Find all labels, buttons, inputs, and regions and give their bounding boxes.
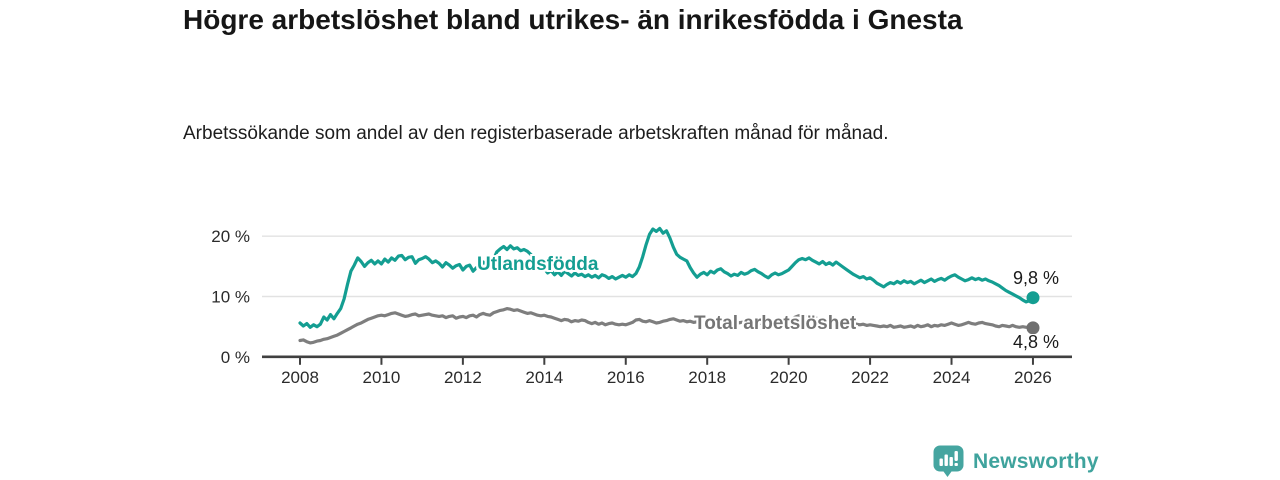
series-label-utlandsfodda: Utlandsfödda (477, 254, 599, 275)
newsworthy-icon (933, 445, 964, 477)
series-line-utlandsfodda (298, 226, 1035, 329)
chart-title: Högre arbetslöshet bland utrikes- än inr… (183, 4, 963, 35)
series-end-dot-total-arbetsloshet (1026, 321, 1040, 335)
x-tick-label: 2008 (281, 368, 319, 387)
newsworthy-wordmark: Newsworthy (973, 449, 1099, 473)
y-tick-label: 10 % (211, 288, 250, 307)
x-tick-label: 2016 (607, 368, 645, 387)
chart-subtitle: Arbetssökande som andel av den registerb… (183, 123, 889, 144)
y-tick-label: 20 % (211, 227, 250, 246)
newsworthy-logo: Newsworthy (933, 445, 1099, 478)
x-tick-label: 2018 (688, 368, 726, 387)
y-tick-label: 0 % (221, 348, 250, 367)
x-tick-label: 2024 (933, 368, 971, 387)
series-label-total-arbetsloshet: Total arbetslöshet (694, 313, 857, 334)
series-end-dot-utlandsfodda (1026, 291, 1040, 305)
x-tick-label: 2014 (525, 368, 563, 387)
x-tick-label: 2010 (363, 368, 401, 387)
x-tick-label: 2022 (851, 368, 889, 387)
x-tick-label: 2012 (444, 368, 482, 387)
end-value-label-total-arbetsloshet: 4,8 % (1013, 332, 1060, 352)
x-tick-label: 2026 (1014, 368, 1052, 387)
series-line-total-arbetsloshet (298, 307, 1035, 345)
end-value-label-utlandsfodda: 9,8 % (1013, 268, 1060, 288)
x-tick-label: 2020 (770, 368, 808, 387)
